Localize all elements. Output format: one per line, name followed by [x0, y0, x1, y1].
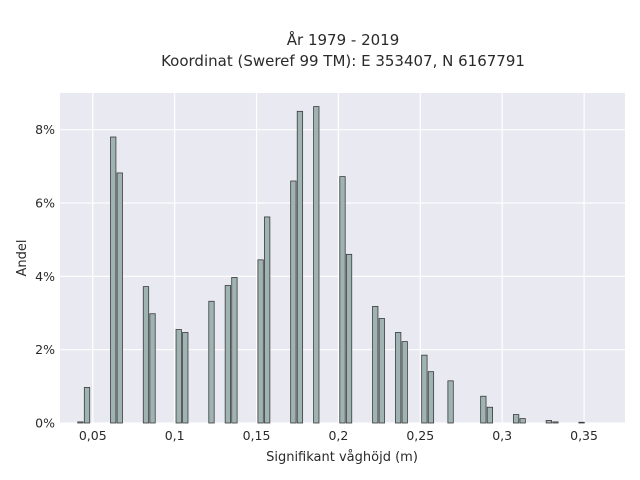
histogram-bar [401, 341, 408, 424]
histogram-bar [290, 180, 297, 424]
histogram-bar [512, 414, 520, 424]
y-tick-label: 2% [35, 342, 55, 357]
x-tick-labels: 0,05 0,1 0,15 0,2 0,25 0,3 0,35 [79, 428, 598, 443]
histogram-bar [257, 259, 264, 424]
chart-title-line-1: År 1979 - 2019 [287, 30, 400, 49]
histogram-bar [372, 305, 379, 424]
histogram-bar [77, 421, 84, 424]
histogram-bar [486, 406, 493, 424]
histogram-bar [264, 216, 271, 424]
histogram-bar [578, 421, 585, 424]
histogram-bar [182, 332, 189, 424]
histogram-bar [421, 354, 428, 424]
histogram-bar [427, 371, 435, 424]
x-tick-label: 0,05 [79, 428, 107, 443]
histogram-bar [519, 418, 526, 424]
histogram-bar [116, 172, 123, 424]
y-tick-label: 6% [35, 196, 55, 211]
y-tick-label: 4% [35, 269, 55, 284]
x-axis-title: Signifikant våghöjd (m) [266, 450, 418, 465]
histogram-bar [83, 387, 91, 424]
x-tick-label: 0,15 [243, 428, 271, 443]
histogram-bar [313, 106, 320, 424]
histogram-bar [378, 318, 385, 424]
x-tick-label: 0,1 [165, 428, 185, 443]
histogram-bar [339, 176, 346, 424]
histogram-bar [395, 332, 402, 424]
histogram-bar [552, 421, 559, 424]
histogram-bar [345, 253, 353, 424]
y-tick-label: 8% [35, 122, 55, 137]
y-axis-title: Andel [15, 240, 30, 277]
histogram-bar [231, 277, 238, 424]
x-tick-label: 0,35 [570, 428, 598, 443]
histogram-bar [480, 395, 487, 424]
histogram-bar [110, 136, 117, 424]
histogram-bar [142, 286, 150, 424]
y-tick-label: 0% [35, 416, 55, 431]
x-tick-label: 0,2 [328, 428, 348, 443]
y-tick-labels: 0% 2% 4% 6% 8% [35, 122, 55, 430]
x-tick-label: 0,3 [492, 428, 512, 443]
histogram-bar [175, 329, 182, 424]
histogram-bar [208, 300, 215, 424]
histogram-bar [545, 420, 552, 424]
chart-title-line-2: Koordinat (Sweref 99 TM): E 353407, N 61… [161, 52, 525, 70]
histogram-bar [447, 380, 454, 424]
histogram-bar [224, 285, 231, 424]
histogram-bar [149, 313, 156, 424]
histogram-bar [296, 110, 304, 424]
bars [77, 106, 585, 424]
x-tick-label: 0,25 [406, 428, 434, 443]
